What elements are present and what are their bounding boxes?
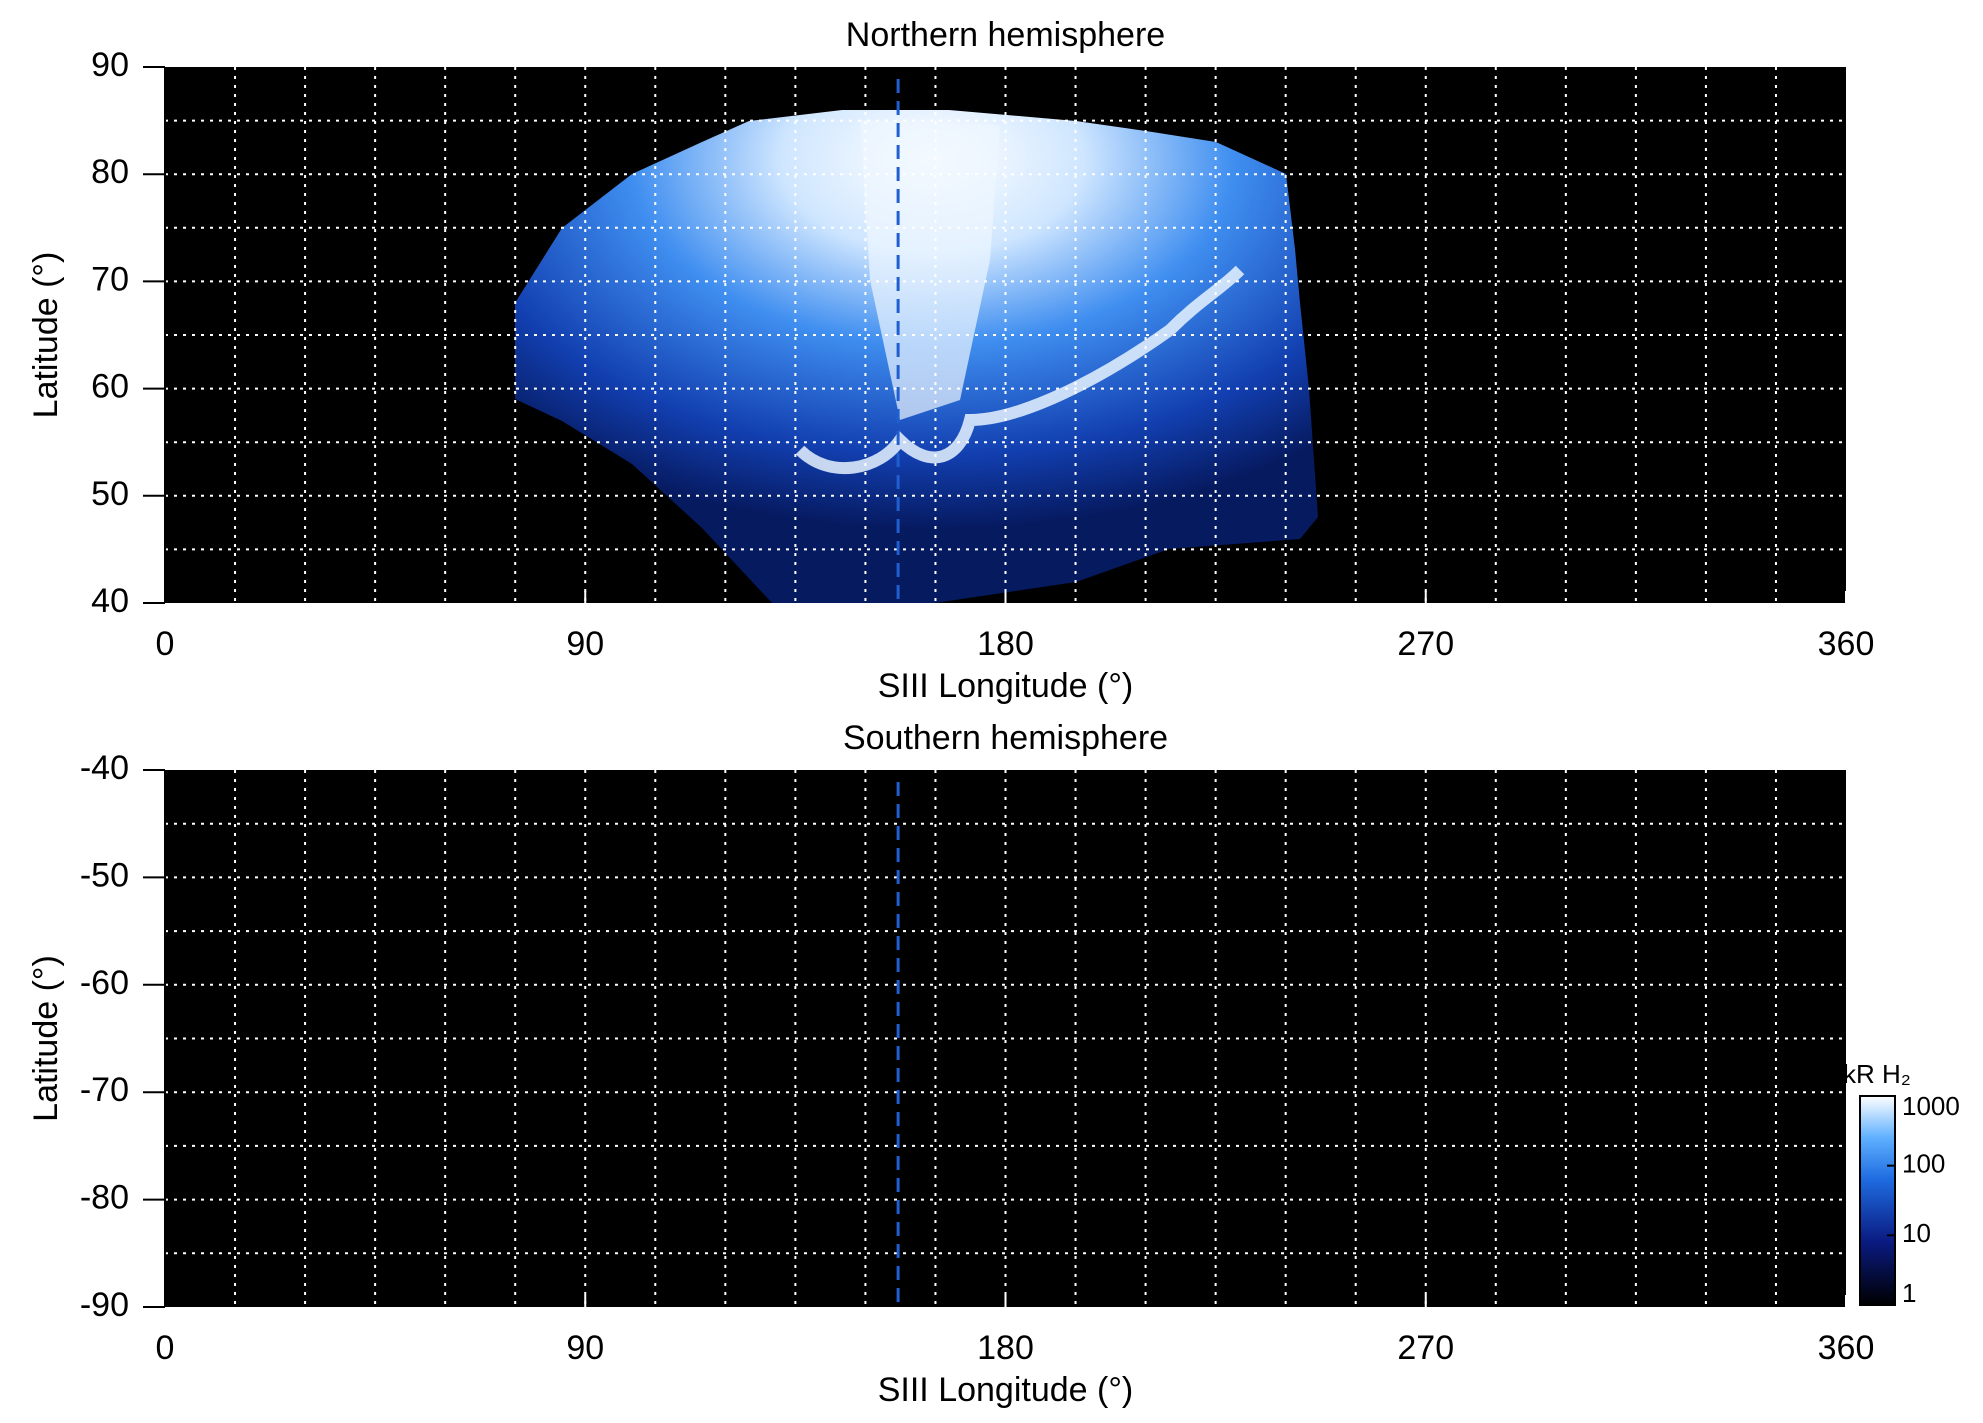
colorbar-tick-label: 10 xyxy=(1902,1218,1931,1248)
colorbar-tick-label: 100 xyxy=(1902,1149,1945,1179)
x-tick-label: 90 xyxy=(566,625,604,663)
x-tick-label: 90 xyxy=(566,1329,604,1367)
x-axis-label: SIII Longitude (°) xyxy=(878,1371,1134,1409)
y-tick-label: -50 xyxy=(80,856,129,894)
y-tick-label: -40 xyxy=(80,749,129,787)
y-axis-label: Latitude (°) xyxy=(27,252,65,419)
y-tick-label: 90 xyxy=(91,46,129,84)
aurora-core xyxy=(860,120,1000,420)
x-tick-label: 0 xyxy=(156,1329,175,1367)
y-tick-label: 60 xyxy=(91,368,129,406)
y-tick-label: -90 xyxy=(80,1286,129,1324)
colorbar-tick-label: 1000 xyxy=(1902,1091,1960,1121)
y-tick-label: -70 xyxy=(80,1071,129,1109)
y-tick-label: 70 xyxy=(91,260,129,298)
colorbar xyxy=(1859,1095,1896,1306)
y-tick-label: -80 xyxy=(80,1179,129,1217)
x-tick-label: 270 xyxy=(1397,625,1454,663)
y-tick-label: 50 xyxy=(91,475,129,513)
colorbar-label: kR H₂ xyxy=(1843,1059,1911,1089)
x-axis-label: SIII Longitude (°) xyxy=(878,667,1134,705)
y-tick-label: -60 xyxy=(80,964,129,1002)
y-tick-label: 80 xyxy=(91,153,129,191)
aurora-oval xyxy=(795,265,1245,475)
x-tick-label: 360 xyxy=(1818,625,1875,663)
x-tick-label: 0 xyxy=(156,625,175,663)
panel-title: Northern hemisphere xyxy=(846,16,1165,54)
x-tick-label: 180 xyxy=(977,1329,1034,1367)
panel-title: Southern hemisphere xyxy=(843,719,1168,757)
x-tick-label: 270 xyxy=(1397,1329,1454,1367)
x-tick-label: 180 xyxy=(977,625,1034,663)
colorbar-tick-label: 1 xyxy=(1902,1278,1916,1308)
y-tick-label: 40 xyxy=(91,582,129,620)
y-axis-label: Latitude (°) xyxy=(27,955,65,1122)
x-tick-label: 360 xyxy=(1818,1329,1875,1367)
